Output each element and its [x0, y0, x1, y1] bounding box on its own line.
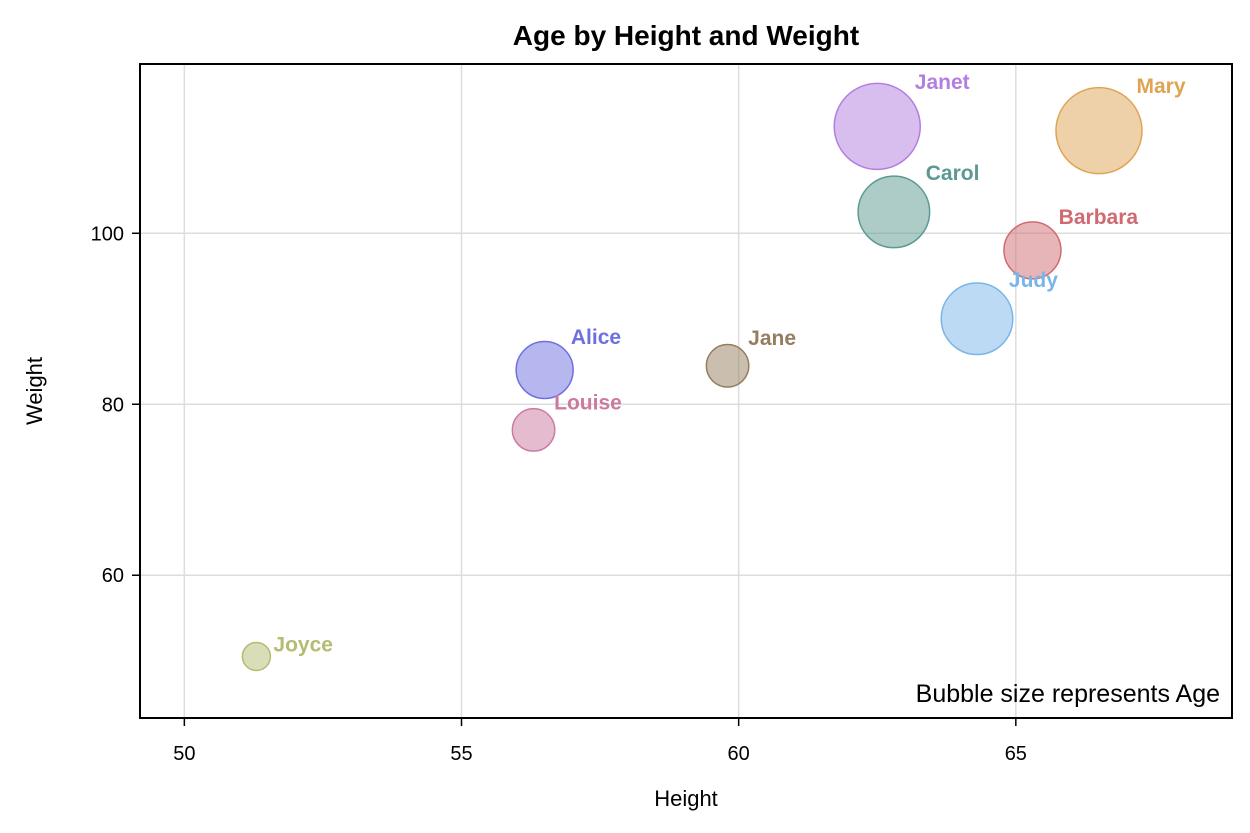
- grid-layer: [140, 64, 1232, 718]
- y-tick-label: 60: [102, 565, 124, 587]
- x-tick-label: 50: [173, 743, 195, 765]
- bubble-louise: [511, 407, 556, 452]
- bubble-label-judy: Judy: [1009, 269, 1058, 292]
- chart-title: Age by Height and Weight: [513, 20, 859, 51]
- x-tick-label: 55: [450, 743, 472, 765]
- bubble-alice: [515, 340, 574, 400]
- bubble-jane: [705, 343, 750, 388]
- bubble-janet: [833, 82, 921, 171]
- y-tick-label: 100: [91, 223, 124, 245]
- bubble-judy: [940, 282, 1014, 356]
- bubble-barbara: [1003, 221, 1062, 280]
- bubble-joyce: [241, 641, 272, 672]
- bubble-label-joyce: Joyce: [273, 633, 333, 656]
- label-layer: Joyce Louise Alice Jane Janet Carol Judy Barbar…: [273, 71, 1185, 657]
- y-tick-label: 80: [102, 394, 124, 416]
- x-tick-label: 65: [1005, 743, 1027, 765]
- bubble-label-jane: Jane: [748, 327, 796, 350]
- bubble-label-louise: Louise: [554, 391, 622, 414]
- plot-frame: [139, 63, 1233, 719]
- bubble-mary: [1055, 86, 1143, 175]
- bubble-label-barbara: Barbara: [1059, 206, 1139, 229]
- tick-layer: 50 55 60 65 60 80 100: [91, 223, 1027, 765]
- bubble-layer: [241, 82, 1143, 672]
- bubble-label-carol: Carol: [926, 162, 980, 185]
- bubble-label-janet: Janet: [915, 71, 970, 94]
- bubble-label-mary: Mary: [1137, 75, 1186, 98]
- bubble-label-alice: Alice: [571, 326, 621, 349]
- x-tick-label: 60: [728, 743, 750, 765]
- y-axis-label: Weight: [22, 357, 47, 425]
- x-axis-label: Height: [654, 786, 718, 811]
- bubble-carol: [857, 175, 931, 249]
- size-legend-note: Bubble size represents Age: [916, 680, 1220, 708]
